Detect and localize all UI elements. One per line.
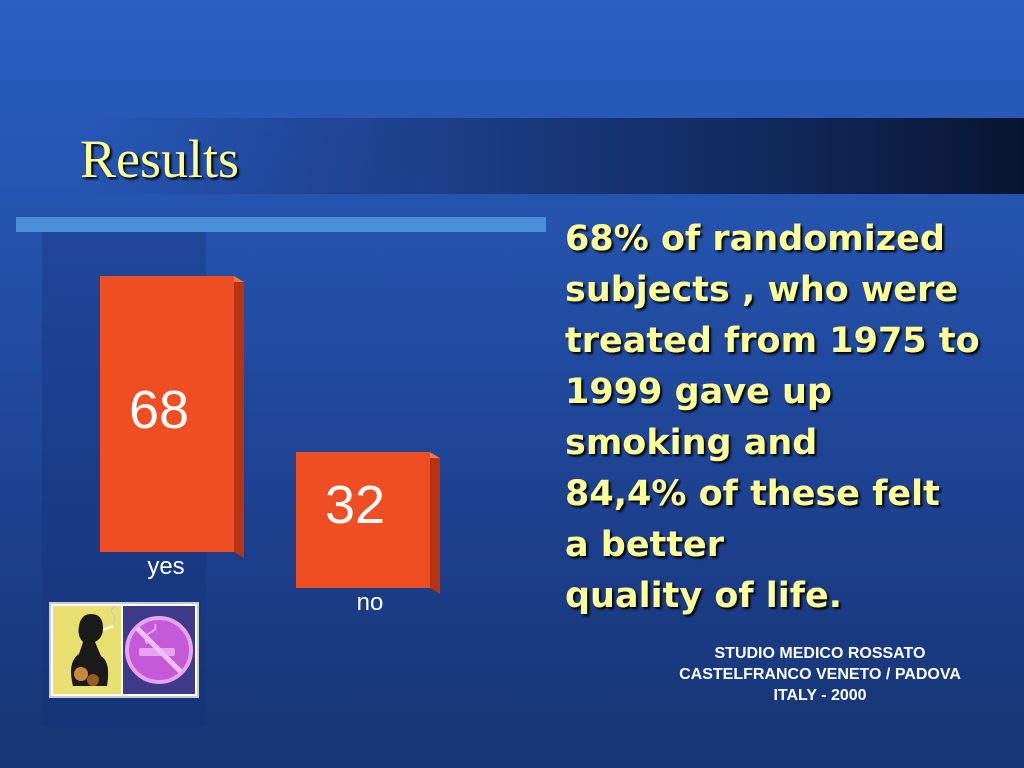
credit-line: ITALY - 2000	[773, 687, 867, 704]
bar	[296, 452, 430, 588]
bar	[100, 276, 234, 552]
slide-title: Results	[80, 129, 240, 189]
category-label: no	[357, 589, 384, 616]
category-label: yes	[147, 553, 184, 580]
results-line: quality of life.	[565, 576, 843, 616]
title-underline	[16, 217, 546, 232]
results-line: a better	[565, 525, 725, 565]
bar-side	[430, 452, 440, 594]
bar-value-label: 32	[325, 475, 385, 535]
bar-value-label: 68	[129, 380, 189, 440]
no-smoking-icon	[123, 606, 195, 694]
results-line: treated from 1975 to	[565, 321, 980, 361]
bar-side	[234, 276, 244, 558]
credit-line: CASTELFRANCO VENETO / PADOVA	[679, 666, 961, 683]
results-line: subjects , who were	[565, 270, 959, 310]
results-line: 84,4% of these felt	[565, 474, 940, 514]
results-line: 68% of randomized	[565, 219, 945, 259]
smoking-woman-icon	[53, 605, 121, 694]
anti-smoking-logo	[49, 602, 199, 698]
results-line: 1999 gave up	[565, 372, 832, 412]
credit-block: STUDIO MEDICO ROSSATO CASTELFRANCO VENET…	[640, 643, 1000, 706]
bar-yes: 68 yes	[100, 276, 244, 580]
credit-line: STUDIO MEDICO ROSSATO	[714, 645, 926, 662]
bar-no: 32 no	[296, 452, 440, 616]
title-band	[82, 118, 1024, 194]
results-line: smoking and	[565, 423, 818, 463]
results-text: 68% of randomized subjects , who were tr…	[565, 214, 1015, 622]
